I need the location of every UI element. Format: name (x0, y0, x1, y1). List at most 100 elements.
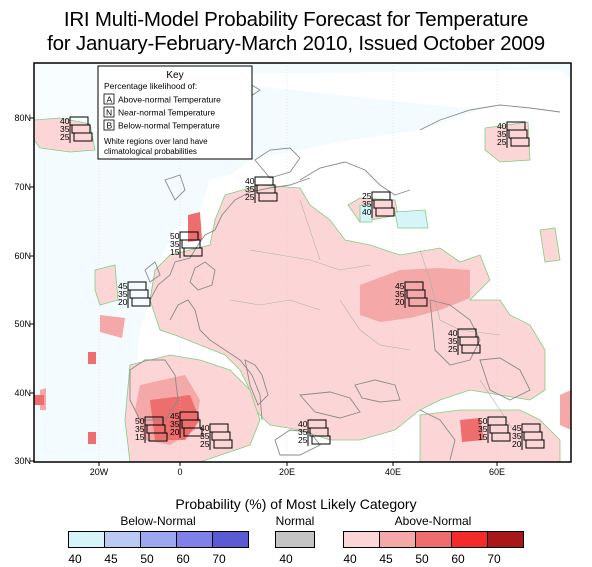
probability-a-value: 40 (448, 328, 458, 338)
legend-above-normal-label: Above-Normal (394, 514, 472, 528)
map-key: Key Percentage likelihood of: A Above-no… (97, 65, 253, 160)
probability-a-value: 45 (170, 411, 180, 421)
key-item-above: Above-normal Temperature (118, 95, 221, 105)
probability-a-value: 50 (135, 416, 145, 426)
key-letter-n: N (106, 108, 112, 118)
key-heading: Key (166, 70, 183, 81)
key-item-near: Near-normal Temperature (118, 108, 215, 118)
probability-a-value: 40 (497, 121, 507, 131)
key-letter-b: B (107, 121, 113, 131)
lon-label-0: 0 (177, 467, 183, 477)
probability-b-value: 20 (170, 427, 180, 437)
lon-label-40e: 40E (384, 467, 402, 477)
probability-n-value: 35 (135, 424, 145, 434)
key-letter-a: A (107, 95, 113, 105)
probability-b-value: 25 (200, 439, 210, 449)
map-title-line1: IRI Multi-Model Probability Forecast for… (63, 8, 529, 31)
legend-tick-above-40: 40 (343, 552, 357, 566)
lat-label-50n: 50N (14, 319, 31, 329)
lon-label-60e: 60E (488, 467, 506, 477)
probability-n-value: 35 (170, 239, 180, 249)
probability-n-value: 35 (362, 199, 372, 209)
above-normal-50-regions (34, 212, 484, 444)
legend-tick-below-60: 60 (176, 552, 190, 566)
probability-b-value: 20 (118, 297, 128, 307)
legend-swatch-normal-40 (275, 531, 315, 548)
probability-a-value: 45 (512, 423, 522, 433)
probability-a-value: 50 (170, 231, 180, 241)
legend-swatch-above-40 (343, 531, 380, 548)
legend-tick-below-50: 50 (140, 552, 154, 566)
probability-b-value: 15 (135, 432, 145, 442)
legend-swatch-above-50 (415, 531, 452, 548)
probability-n-value: 35 (60, 124, 70, 134)
probability-b-value: 20 (395, 297, 405, 307)
probability-n-value: 35 (298, 427, 308, 437)
key-item-below: Below-normal Temperature (118, 121, 220, 131)
country-borders (229, 199, 521, 441)
lat-label-80n: 80N (14, 113, 31, 123)
probability-n-value: 35 (448, 336, 458, 346)
probability-b-value: 15 (170, 247, 180, 257)
probability-b-value: 25 (298, 435, 308, 445)
probability-n-value: 35 (245, 184, 255, 194)
lat-label-70n: 70N (14, 182, 31, 192)
legend-tick-below-45: 45 (104, 552, 118, 566)
probability-a-value: 45 (395, 281, 405, 291)
legend-normal-label: Normal (275, 514, 315, 528)
probability-b-value: 40 (362, 207, 372, 217)
probability-b-value: 25 (497, 137, 507, 147)
legend-swatch-above-60 (451, 531, 488, 548)
probability-b-value: 25 (245, 192, 255, 202)
probability-b-value: 20 (512, 439, 522, 449)
legend-swatch-above-70 (487, 531, 524, 548)
legend-tick-above-45: 45 (379, 552, 393, 566)
legend-swatch-below-70 (212, 531, 249, 548)
probability-a-value: 40 (298, 419, 308, 429)
legend-swatch-below-50 (140, 531, 177, 548)
probability-n-value: 35 (478, 424, 488, 434)
legend-tick-above-60: 60 (451, 552, 465, 566)
lat-label-40n: 40N (14, 388, 31, 398)
legend-tick-below-40: 40 (68, 552, 82, 566)
legend-tick-above-50: 50 (415, 552, 429, 566)
probability-b-value: 25 (60, 132, 70, 142)
map-title-line2: for January-February-March 2010, Issued … (47, 32, 545, 55)
lon-label-20w: 20W (89, 467, 109, 477)
probability-a-value: 25 (362, 191, 372, 201)
lon-label-20e: 20E (278, 467, 296, 477)
probability-n-value: 35 (497, 129, 507, 139)
probability-n-value: 35 (395, 289, 405, 299)
probability-b-value: 25 (448, 344, 458, 354)
key-note-line1: White regions over land have (104, 137, 208, 146)
lat-label-30n: 30N (14, 456, 31, 466)
legend-swatch-below-45 (104, 531, 141, 548)
probability-b-value: 15 (478, 432, 488, 442)
legend-below-normal-label: Below-Normal (120, 514, 196, 528)
probability-n-value: 35 (170, 419, 180, 429)
key-note-line2: climatological probabilities (104, 147, 197, 156)
map-frame (33, 62, 572, 463)
probability-a-value: 45 (118, 281, 128, 291)
legend-swatch-below-40 (68, 531, 105, 548)
below-normal-40-regions (359, 204, 429, 229)
axis-ticks (30, 117, 498, 466)
lat-label-60n: 60N (14, 251, 31, 261)
probability-n-value: 35 (512, 431, 522, 441)
